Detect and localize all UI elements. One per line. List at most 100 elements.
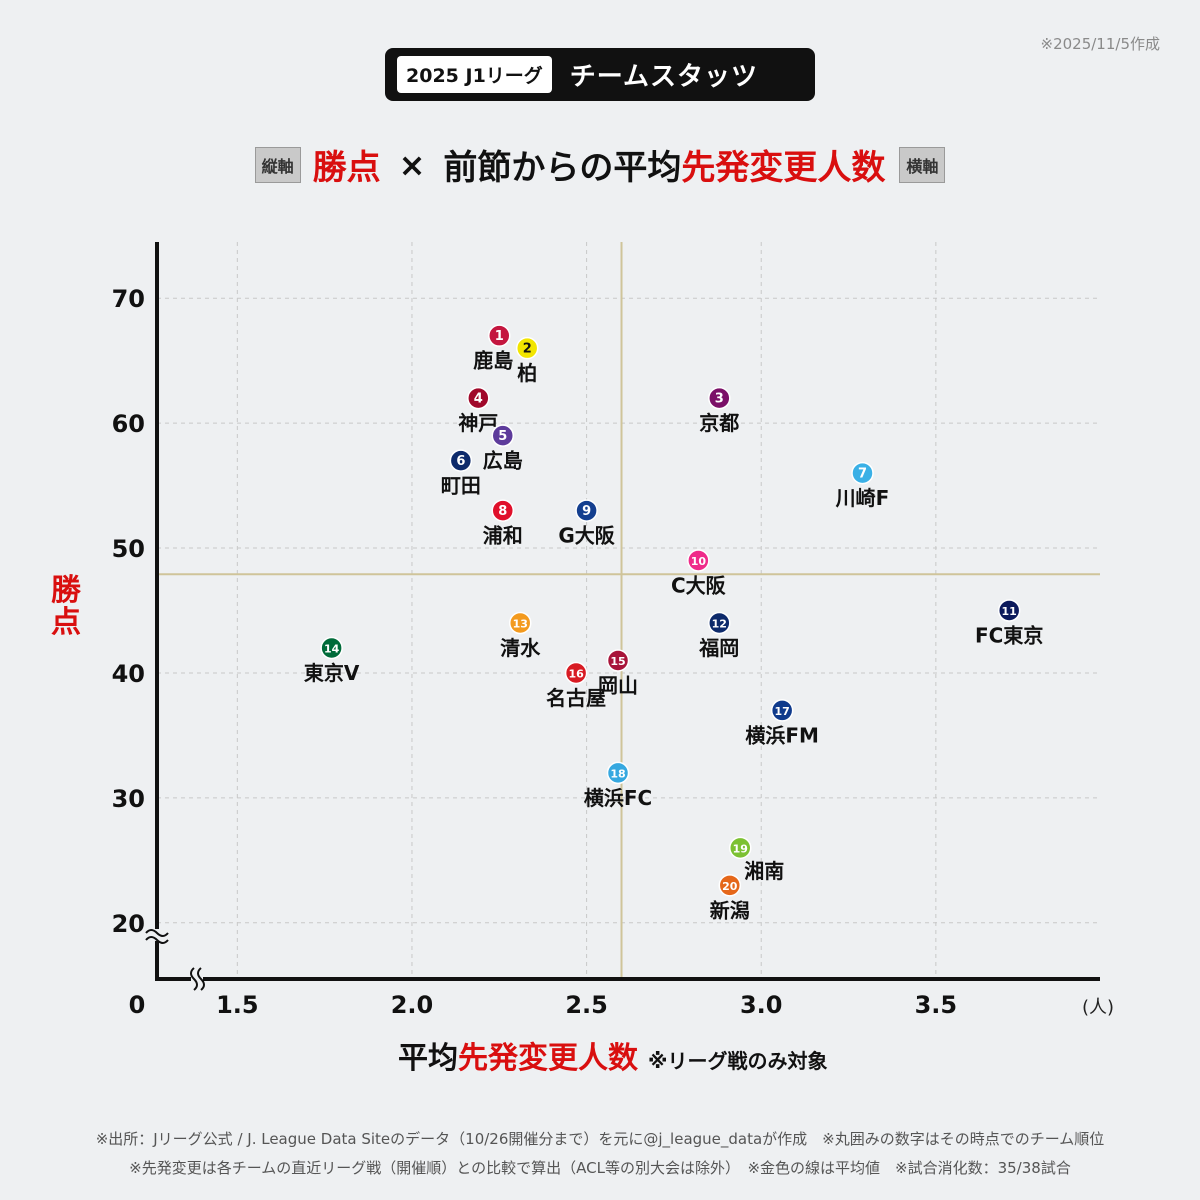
rank-number: 16 xyxy=(568,667,584,680)
cross-mark: × xyxy=(398,145,426,184)
team-label: 神戸 xyxy=(458,411,498,435)
x-axis-tag: 横軸 xyxy=(899,146,946,183)
team-point: 12 福岡 xyxy=(698,611,739,660)
team-marker xyxy=(320,636,343,660)
rank-number: 4 xyxy=(474,392,483,407)
y-tick-label: 60 xyxy=(112,410,145,438)
team-point: 9 G大阪 xyxy=(558,499,616,548)
team-label: 名古屋 xyxy=(546,686,606,710)
team-label: 清水 xyxy=(500,636,541,660)
x-tick-label: 3.0 xyxy=(740,991,783,1019)
team-marker xyxy=(508,611,532,635)
team-point: 17 横浜FM xyxy=(745,699,819,747)
team-marker xyxy=(770,699,794,722)
rank-number: 19 xyxy=(733,842,748,855)
team-point: 19 湘南 xyxy=(729,836,784,883)
rank-number: 5 xyxy=(498,429,507,444)
team-marker xyxy=(687,549,710,572)
x-axis-label-prefix: 平均 xyxy=(398,1041,458,1076)
footer-note-1: ※出所：Jリーグ公式 / J. League Data Siteのデータ（10/… xyxy=(95,1130,1105,1148)
rank-number: 6 xyxy=(456,454,465,469)
team-label: 新潟 xyxy=(710,898,750,922)
team-marker xyxy=(575,499,598,522)
rank-number: 15 xyxy=(610,655,625,668)
y-tick-label: 70 xyxy=(112,285,145,313)
team-point: 11 FC東京 xyxy=(975,599,1043,648)
rank-number: 3 xyxy=(715,392,724,407)
x-tick-label: 2.5 xyxy=(565,991,608,1019)
x-metric-prefix: 前節からの平均 xyxy=(443,148,682,188)
rank-number: 17 xyxy=(775,705,790,718)
x-metric-title: 先発変更人数 xyxy=(681,148,886,188)
y-metric-title: 勝点 xyxy=(312,148,381,188)
team-point: 6 町田 xyxy=(441,449,481,498)
origin-label: 0 xyxy=(129,991,146,1019)
team-label: 京都 xyxy=(699,411,739,435)
y-tick-label: 50 xyxy=(112,535,145,563)
team-label: 東京V xyxy=(304,661,360,685)
y-tick-label: 40 xyxy=(112,660,145,688)
team-point: 20 新潟 xyxy=(710,874,750,922)
team-point: 1 鹿島 xyxy=(473,324,513,373)
team-marker xyxy=(606,649,630,672)
team-label: 川崎F xyxy=(835,486,890,510)
y-axis-break-mark xyxy=(145,929,169,944)
y-tick-label: 20 xyxy=(112,910,145,938)
rank-number: 20 xyxy=(722,880,738,893)
team-label: G大阪 xyxy=(558,524,615,548)
tick-labels: 1.5 2.0 2.5 3.0 3.5 20 30 40 50 60 70 0 (人) xyxy=(112,285,1114,1019)
y-axis-label-char: 点 xyxy=(51,605,81,640)
team-marker xyxy=(515,336,539,360)
mean-lines xyxy=(157,242,1100,979)
x-axis-break-gap xyxy=(191,967,203,991)
team-label: 横浜FM xyxy=(745,723,819,747)
rank-number: 8 xyxy=(498,504,507,519)
team-point: 16 名古屋 xyxy=(546,661,606,710)
badge-title: チームスタッツ xyxy=(569,62,759,92)
team-point: 14 東京V xyxy=(304,636,360,685)
team-label: 町田 xyxy=(441,474,481,498)
team-point: 15 岡山 xyxy=(598,649,638,697)
team-marker xyxy=(488,324,511,347)
x-axis-label: 平均先発変更人数 ※リーグ戦のみ対象 xyxy=(398,1041,827,1076)
title-badge: 2025 J1リーグ チームスタッツ xyxy=(385,48,815,101)
rank-number: 7 xyxy=(858,467,867,482)
x-tick-label: 2.0 xyxy=(391,991,434,1019)
team-label: 湘南 xyxy=(744,859,784,883)
rank-number: 11 xyxy=(1002,605,1017,618)
team-marker xyxy=(491,424,515,447)
team-marker xyxy=(491,499,515,522)
x-metric-title-wrap: 前節からの平均先発変更人数 xyxy=(443,140,885,189)
x-tick-label: 3.5 xyxy=(915,991,958,1019)
x-axis-label-note: ※リーグ戦のみ対象 xyxy=(648,1049,827,1073)
team-point: 5 広島 xyxy=(483,424,523,473)
x-unit-label: (人) xyxy=(1082,997,1114,1018)
rank-number: 14 xyxy=(324,642,340,655)
rank-number: 10 xyxy=(691,555,707,568)
grid-lines xyxy=(157,242,1100,979)
rank-number: 9 xyxy=(582,504,591,519)
team-label: FC東京 xyxy=(975,624,1043,648)
team-marker xyxy=(564,661,588,685)
team-point: 8 浦和 xyxy=(483,499,523,548)
y-axis-tag: 縦軸 xyxy=(254,146,301,183)
team-label: 浦和 xyxy=(483,524,523,548)
team-label: 広島 xyxy=(483,449,523,473)
footer-note-2: ※先発変更は各チームの直近リーグ戦（開催順）との比較で算出（ACL等の別大会は除… xyxy=(129,1159,1071,1177)
chart-headline: 縦軸 勝点 × 前節からの平均先発変更人数 横軸 xyxy=(0,140,1200,189)
team-label: 鹿島 xyxy=(473,349,513,373)
league-label: 2025 J1リーグ xyxy=(397,56,552,93)
x-tick-label: 1.5 xyxy=(216,991,259,1019)
rank-number: 1 xyxy=(495,329,504,344)
rank-number: 2 xyxy=(523,342,532,357)
team-label: 福岡 xyxy=(698,636,739,660)
team-label: 横浜FC xyxy=(584,786,652,810)
x-axis-label-main: 先発変更人数 xyxy=(458,1041,639,1076)
team-point: 18 横浜FC xyxy=(584,761,652,810)
rank-number: 13 xyxy=(513,617,528,630)
y-axis-label-char: 勝 xyxy=(51,573,82,608)
team-label: C大阪 xyxy=(671,574,727,598)
x-axis-break-mark xyxy=(190,967,205,991)
